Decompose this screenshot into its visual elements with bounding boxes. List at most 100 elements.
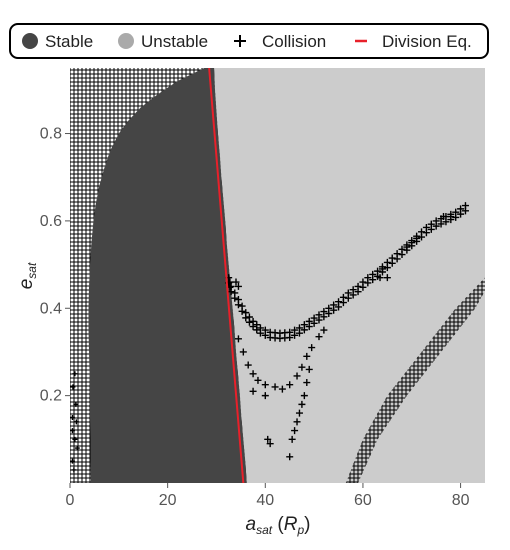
collision-point	[286, 381, 294, 389]
collision-inner-arc	[234, 326, 328, 393]
x-axis-label: asat (Rp)	[246, 514, 311, 537]
legend-stable-label: Stable	[45, 32, 93, 51]
collision-point	[72, 436, 78, 442]
collision-point	[74, 445, 80, 451]
collision-point	[73, 419, 79, 425]
collision-point	[271, 383, 279, 391]
y-tick-label: 0.6	[40, 213, 62, 230]
collision-point	[418, 233, 426, 241]
collision-point	[388, 259, 396, 267]
collision-point	[286, 334, 294, 342]
collision-point	[330, 306, 338, 314]
legend-unstable-label: Unstable	[141, 32, 208, 51]
collision-point	[261, 392, 269, 400]
collision-point	[447, 213, 455, 221]
collision-point	[293, 372, 301, 380]
collision-point	[305, 365, 313, 373]
collision-point	[261, 381, 269, 389]
y-axis-ticks: 0.2 0.4 0.6 0.8	[40, 126, 70, 405]
collision-point	[369, 276, 377, 284]
collision-point	[254, 376, 262, 384]
collision-point	[288, 435, 296, 443]
collision-point	[72, 371, 78, 377]
collision-point	[403, 243, 411, 251]
collision-point	[310, 319, 318, 327]
stable-region	[88, 68, 247, 483]
collision-point	[339, 299, 347, 307]
collision-point	[291, 331, 299, 339]
collision-point	[413, 234, 421, 242]
legend-unstable-swatch	[118, 33, 134, 49]
collision-point	[320, 326, 328, 334]
legend-collision-swatch	[234, 35, 246, 47]
left-band-specks	[70, 371, 80, 473]
collision-point	[376, 274, 384, 282]
collision-point	[440, 213, 447, 221]
collision-point	[320, 313, 328, 321]
collision-point	[245, 318, 253, 326]
collision-point	[408, 239, 416, 247]
collision-point	[249, 370, 257, 378]
collision-point	[325, 310, 333, 318]
collision-point	[354, 288, 362, 296]
legend-division-label: Division Eq.	[382, 32, 472, 51]
collision-point	[393, 255, 401, 263]
plot-area	[70, 68, 485, 483]
collision-point	[234, 282, 242, 290]
collision-point	[303, 352, 311, 360]
collision-point	[238, 307, 246, 315]
y-axis-label: esat	[16, 262, 39, 289]
collision-point	[227, 288, 235, 296]
collision-point	[71, 467, 77, 473]
legend-collision-label: Collision	[262, 32, 326, 51]
collision-point	[242, 314, 250, 322]
y-tick-label: 0.2	[40, 388, 62, 405]
collision-point	[295, 409, 303, 417]
collision-point	[398, 251, 406, 259]
collision-point	[300, 392, 308, 400]
collision-point	[266, 440, 274, 448]
collision-point	[70, 384, 76, 390]
collision-point	[335, 303, 343, 311]
y-tick-label: 0.8	[40, 126, 62, 143]
x-tick-label: 0	[66, 492, 75, 509]
x-tick-label: 40	[256, 492, 274, 509]
collision-point	[70, 458, 75, 464]
collision-point	[73, 401, 79, 407]
collision-point	[300, 326, 308, 334]
collision-point	[295, 329, 303, 337]
division-eq-line	[208, 68, 245, 483]
collision-point	[315, 316, 323, 324]
collision-point	[422, 229, 430, 237]
collision-point	[383, 274, 391, 282]
collision-point	[232, 278, 240, 286]
collision-point	[303, 379, 311, 387]
collision-point	[452, 213, 460, 221]
collision-point	[442, 218, 450, 226]
collision-point	[457, 210, 465, 218]
collision-point	[253, 326, 261, 334]
collision-point	[261, 331, 269, 339]
collision-point	[256, 329, 264, 337]
collision-scatter	[232, 213, 455, 461]
collision-point	[437, 220, 445, 228]
x-tick-label: 60	[354, 492, 372, 509]
collision-point	[349, 291, 357, 299]
collision-band-right	[345, 277, 485, 483]
x-axis-ticks: 0 20 40 60 80	[66, 483, 470, 509]
collision-point	[383, 264, 391, 272]
legend-stable-swatch	[22, 33, 38, 49]
collision-point	[344, 294, 352, 302]
x-tick-label: 80	[452, 492, 470, 509]
collision-point	[70, 414, 75, 420]
collision-point	[70, 428, 75, 434]
collision-point	[378, 265, 386, 273]
collision-point	[359, 283, 367, 291]
y-tick-label: 0.4	[40, 300, 62, 317]
collision-point	[432, 222, 440, 230]
collision-point	[305, 323, 313, 331]
collision-point	[264, 435, 272, 443]
x-tick-label: 20	[159, 492, 177, 509]
collision-point	[298, 363, 306, 371]
